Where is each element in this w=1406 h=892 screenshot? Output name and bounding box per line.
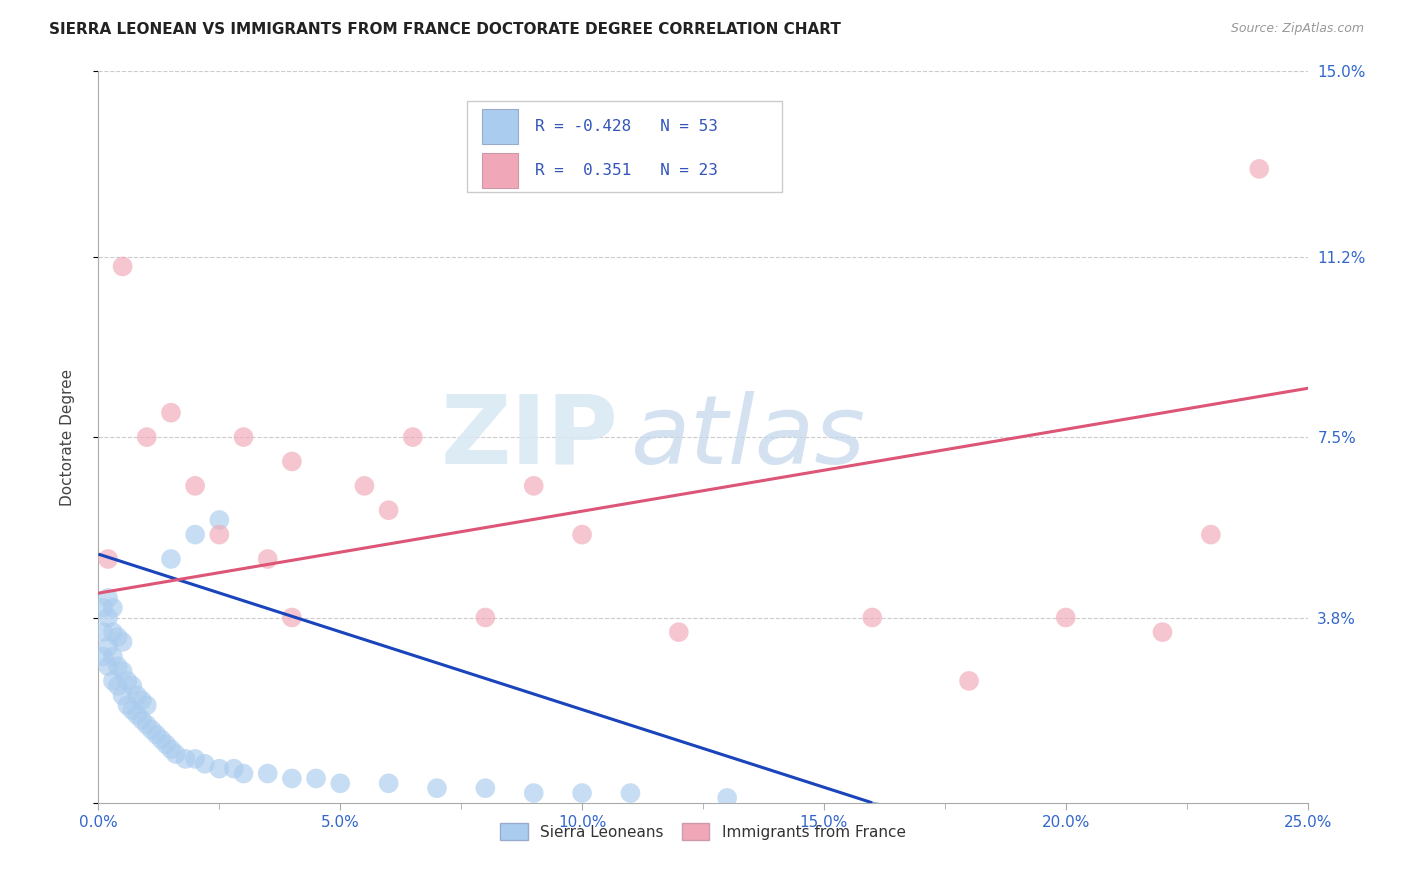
Point xyxy=(305,772,328,786)
Point xyxy=(1054,610,1077,624)
Point xyxy=(91,625,114,640)
Point xyxy=(165,747,187,761)
Point xyxy=(97,640,120,654)
Text: atlas: atlas xyxy=(630,391,866,483)
FancyBboxPatch shape xyxy=(467,101,782,192)
Point xyxy=(131,713,153,727)
Point xyxy=(160,742,183,756)
Point xyxy=(184,479,207,493)
Point xyxy=(208,527,231,541)
Point xyxy=(160,406,183,420)
Text: Source: ZipAtlas.com: Source: ZipAtlas.com xyxy=(1230,22,1364,36)
Point xyxy=(145,727,167,741)
Point xyxy=(111,635,134,649)
Point xyxy=(111,260,134,274)
Point xyxy=(1199,527,1222,541)
Point xyxy=(127,708,149,723)
Point xyxy=(208,762,231,776)
Point xyxy=(150,732,173,747)
Point xyxy=(716,791,738,805)
Point xyxy=(1152,625,1174,640)
Point xyxy=(155,737,177,751)
Point xyxy=(571,527,593,541)
Point xyxy=(281,454,304,468)
Point xyxy=(474,610,496,624)
Point xyxy=(101,673,124,688)
Point xyxy=(135,698,157,713)
Text: R =  0.351   N = 23: R = 0.351 N = 23 xyxy=(534,163,718,178)
Point xyxy=(107,659,129,673)
Point xyxy=(426,781,449,796)
Legend: Sierra Leoneans, Immigrants from France: Sierra Leoneans, Immigrants from France xyxy=(495,816,911,847)
Point xyxy=(91,600,114,615)
Point xyxy=(668,625,690,640)
Point xyxy=(523,479,546,493)
Point xyxy=(111,664,134,678)
Point xyxy=(97,591,120,605)
Point xyxy=(377,776,399,790)
FancyBboxPatch shape xyxy=(482,109,517,145)
Point xyxy=(232,766,254,780)
Point xyxy=(127,689,149,703)
Point xyxy=(121,679,143,693)
Point xyxy=(101,600,124,615)
Point xyxy=(402,430,425,444)
Point xyxy=(194,756,217,771)
Point xyxy=(329,776,352,790)
Text: R = -0.428   N = 53: R = -0.428 N = 53 xyxy=(534,120,718,134)
Text: ZIP: ZIP xyxy=(440,391,619,483)
Point xyxy=(97,552,120,566)
Point xyxy=(101,625,124,640)
Point xyxy=(135,718,157,732)
Point xyxy=(1249,161,1271,176)
Point xyxy=(121,703,143,717)
Point xyxy=(184,527,207,541)
Point xyxy=(117,698,139,713)
Point xyxy=(135,430,157,444)
Point xyxy=(107,630,129,644)
Point xyxy=(111,689,134,703)
Point xyxy=(353,479,375,493)
Point xyxy=(97,659,120,673)
Point xyxy=(281,610,304,624)
Point xyxy=(141,723,163,737)
FancyBboxPatch shape xyxy=(482,153,517,188)
Point xyxy=(232,430,254,444)
Point xyxy=(957,673,980,688)
Point xyxy=(281,772,304,786)
Point xyxy=(860,610,883,624)
Y-axis label: Doctorate Degree: Doctorate Degree xyxy=(60,368,75,506)
Point xyxy=(131,693,153,707)
Point xyxy=(208,513,231,527)
Point xyxy=(117,673,139,688)
Point xyxy=(571,786,593,800)
Point xyxy=(97,610,120,624)
Point xyxy=(174,752,197,766)
Point xyxy=(474,781,496,796)
Point xyxy=(91,649,114,664)
Point xyxy=(184,752,207,766)
Point xyxy=(222,762,245,776)
Point xyxy=(256,552,278,566)
Point xyxy=(256,766,278,780)
Point xyxy=(160,552,183,566)
Point xyxy=(377,503,399,517)
Point xyxy=(619,786,641,800)
Text: SIERRA LEONEAN VS IMMIGRANTS FROM FRANCE DOCTORATE DEGREE CORRELATION CHART: SIERRA LEONEAN VS IMMIGRANTS FROM FRANCE… xyxy=(49,22,841,37)
Point xyxy=(101,649,124,664)
Point xyxy=(523,786,546,800)
Point xyxy=(107,679,129,693)
